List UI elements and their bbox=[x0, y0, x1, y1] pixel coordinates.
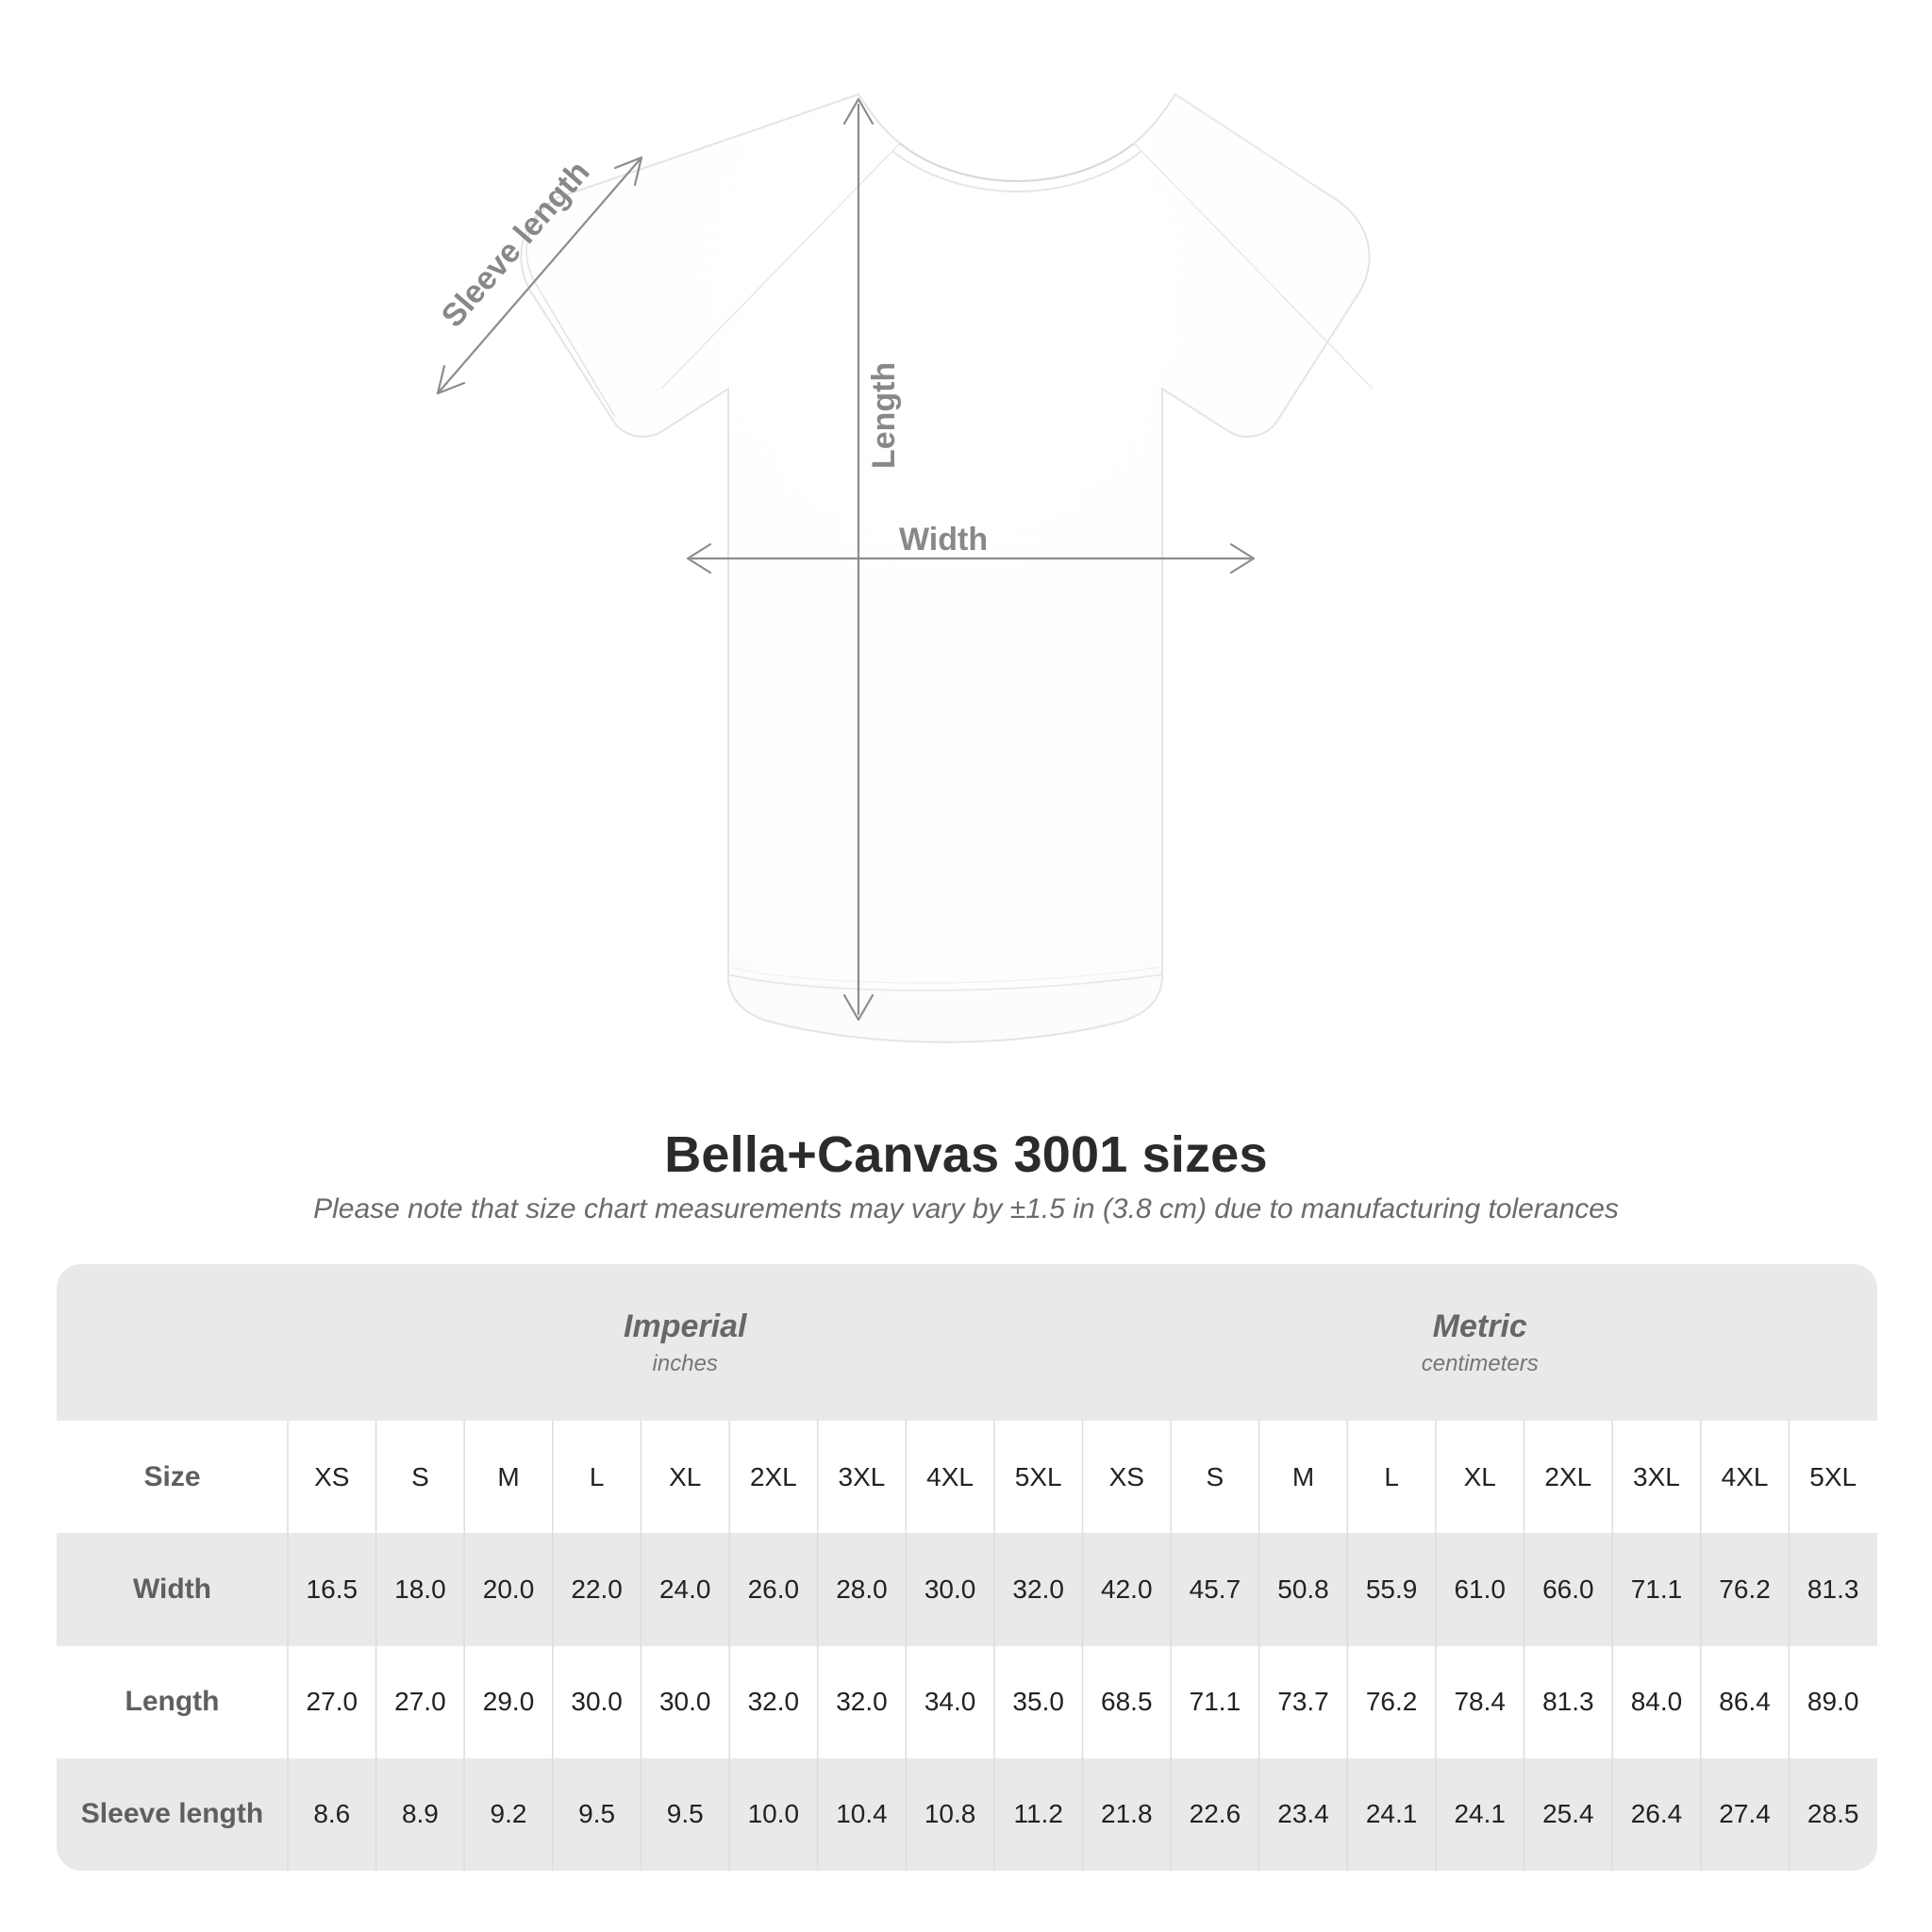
svg-text:Width: Width bbox=[899, 522, 988, 558]
svg-text:Length: Length bbox=[866, 362, 902, 469]
